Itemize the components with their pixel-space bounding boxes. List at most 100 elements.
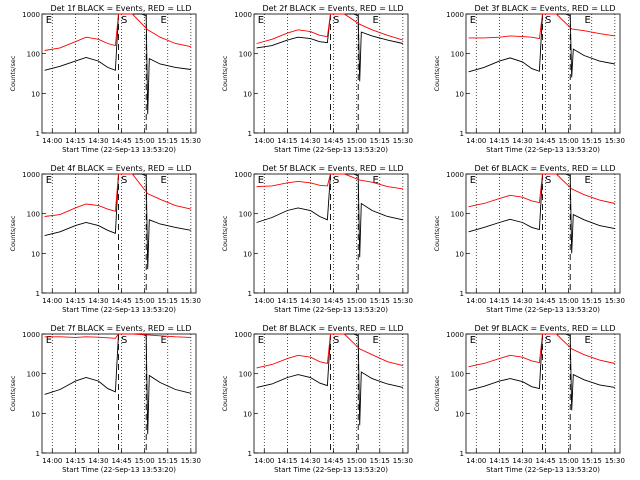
segment-marker-label: S <box>545 175 551 186</box>
x-tick-label: 15:15 <box>582 457 602 465</box>
y-tick-label: 1 <box>248 290 252 298</box>
axis-box <box>41 173 197 294</box>
x-axis-label: Start Time (22-Sep-13 13:53:20) <box>274 306 388 314</box>
y-axis-label: Counts/sec <box>221 215 229 251</box>
y-tick-label: 1000 <box>22 331 40 339</box>
panel-det-6: Det 6f BLACK = Events, RED = LLD 1 10 100 10… <box>433 164 625 314</box>
series-line-lld <box>256 173 403 190</box>
x-tick-label: 15:00 <box>559 457 579 465</box>
x-tick-label: 15:30 <box>393 137 413 145</box>
x-tick-label: 14:15 <box>277 457 297 465</box>
segment-marker-label: E <box>373 15 379 26</box>
x-tick-label: 15:15 <box>582 297 602 305</box>
x-tick-label: 15:15 <box>158 137 178 145</box>
series-line-events <box>44 333 192 435</box>
y-tick-label: 10 <box>455 90 464 98</box>
x-tick-label: 15:15 <box>158 297 178 305</box>
axis-box <box>465 173 621 294</box>
panel-title: Det 4f BLACK = Events, RED = LLD <box>50 164 191 173</box>
panel-title: Det 2f BLACK = Events, RED = LLD <box>262 4 403 13</box>
panel-det-1: Det 1f BLACK = Events, RED = LLD 1 10 100 10… <box>9 4 201 154</box>
segment-marker-label: S <box>333 335 339 346</box>
x-axis-label: Start Time (22-Sep-13 13:53:20) <box>62 466 176 474</box>
x-tick-label: 14:00 <box>254 137 274 145</box>
x-tick-label: 14:15 <box>489 457 509 465</box>
y-axis-label: Counts/sec <box>9 55 17 91</box>
segment-marker-label: E <box>46 15 52 26</box>
segment-marker-label: E <box>46 335 52 346</box>
y-tick-label: 10 <box>243 250 252 258</box>
x-tick-label: 14:15 <box>277 137 297 145</box>
x-tick-label: 14:30 <box>512 457 532 465</box>
segment-marker-label: S <box>121 335 127 346</box>
x-tick-label: 15:15 <box>582 137 602 145</box>
x-tick-label: 15:30 <box>393 297 413 305</box>
x-tick-label: 14:45 <box>323 137 343 145</box>
segment-marker-label: E <box>470 175 476 186</box>
segment-marker-label: E <box>585 15 591 26</box>
x-tick-label: 15:30 <box>393 457 413 465</box>
y-tick-label: 1000 <box>446 331 464 339</box>
y-tick-label: 100 <box>27 211 40 219</box>
segment-marker-label: E <box>258 15 264 26</box>
x-tick-label: 14:30 <box>88 137 108 145</box>
y-tick-label: 1 <box>248 450 252 458</box>
axis-box <box>41 333 197 454</box>
series-line-lld <box>256 13 404 44</box>
x-axis-label: Start Time (22-Sep-13 13:53:20) <box>486 146 600 154</box>
y-tick-label: 1000 <box>22 11 40 19</box>
y-tick-label: 100 <box>451 51 464 59</box>
y-tick-label: 100 <box>239 371 252 379</box>
y-tick-label: 10 <box>243 90 252 98</box>
x-tick-label: 14:45 <box>323 297 343 305</box>
panel-title: Det 9f BLACK = Events, RED = LLD <box>474 324 615 333</box>
x-tick-label: 15:00 <box>135 457 155 465</box>
x-tick-label: 14:30 <box>300 457 320 465</box>
x-tick-label: 14:15 <box>65 297 85 305</box>
x-tick-label: 15:00 <box>347 137 367 145</box>
y-tick-label: 100 <box>27 371 40 379</box>
y-tick-label: 100 <box>239 51 252 59</box>
x-tick-label: 15:00 <box>347 457 367 465</box>
x-tick-label: 14:00 <box>42 457 62 465</box>
y-tick-label: 1000 <box>446 11 464 19</box>
segment-marker-label: E <box>585 175 591 186</box>
series-line-events <box>256 333 403 426</box>
y-tick-label: 100 <box>451 371 464 379</box>
x-tick-label: 14:00 <box>466 137 486 145</box>
y-tick-label: 10 <box>31 90 40 98</box>
series-line-events <box>468 173 615 254</box>
x-tick-label: 14:45 <box>535 297 555 305</box>
segment-marker-label: E <box>258 335 264 346</box>
axis-box <box>253 173 409 294</box>
series-line-lld <box>468 13 615 40</box>
y-tick-label: 1 <box>460 450 464 458</box>
y-tick-label: 1 <box>36 290 40 298</box>
x-axis-label: Start Time (22-Sep-13 13:53:20) <box>486 466 600 474</box>
x-tick-label: 14:00 <box>254 297 274 305</box>
y-tick-label: 1000 <box>446 171 464 179</box>
x-tick-label: 14:15 <box>65 457 85 465</box>
y-tick-label: 10 <box>243 410 252 418</box>
segment-marker-label: E <box>585 335 591 346</box>
x-axis-label: Start Time (22-Sep-13 13:53:20) <box>274 466 388 474</box>
series-line-lld <box>256 333 404 369</box>
x-tick-label: 14:15 <box>489 137 509 145</box>
axis-box <box>465 333 621 454</box>
segment-marker-label: S <box>333 15 339 26</box>
x-tick-label: 14:15 <box>65 137 85 145</box>
y-tick-label: 1 <box>36 450 40 458</box>
x-tick-label: 14:30 <box>300 137 320 145</box>
segment-marker-label: E <box>161 335 167 346</box>
x-tick-label: 15:30 <box>181 137 201 145</box>
segment-marker-label: E <box>470 335 476 346</box>
y-tick-label: 1 <box>248 130 252 138</box>
segment-marker-label: S <box>121 15 127 26</box>
panel-det-9: Det 9f BLACK = Events, RED = LLD 1 10 100 10… <box>433 324 625 474</box>
axis-box <box>253 333 409 454</box>
x-tick-label: 14:30 <box>300 297 320 305</box>
x-tick-label: 15:30 <box>181 297 201 305</box>
y-axis-label: Counts/sec <box>9 375 17 411</box>
y-tick-label: 10 <box>31 410 40 418</box>
y-tick-label: 1000 <box>234 11 252 19</box>
